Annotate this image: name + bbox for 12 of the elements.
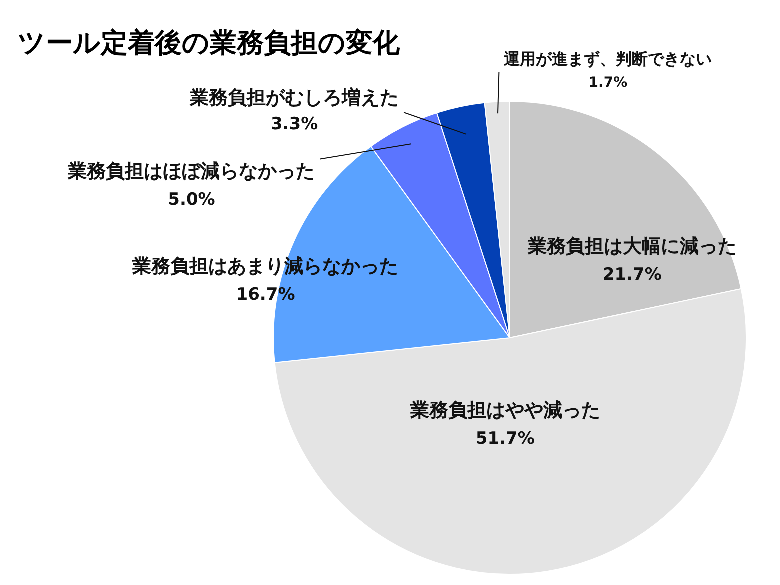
slice-label: 業務負担は大幅に減った (526, 236, 737, 258)
data-label: 1.7% (588, 74, 628, 91)
slice-label: 業務負担はやや減った (409, 399, 600, 422)
data-label: 21.7% (602, 265, 662, 286)
slice-label: 業務負担はほぼ減らなかった (67, 160, 316, 183)
data-label: 3.3% (270, 114, 318, 135)
slice-label: 運用が進まず、判断できない (503, 49, 712, 68)
data-label: 5.0% (168, 190, 216, 210)
chart-title: ツール定着後の業務負担の変化 (18, 28, 400, 60)
slice-label: 業務負担がむしろ増えた (189, 87, 400, 110)
slice-label: 業務負担はあまり減らなかった (132, 256, 399, 278)
data-label: 51.7% (476, 428, 535, 449)
